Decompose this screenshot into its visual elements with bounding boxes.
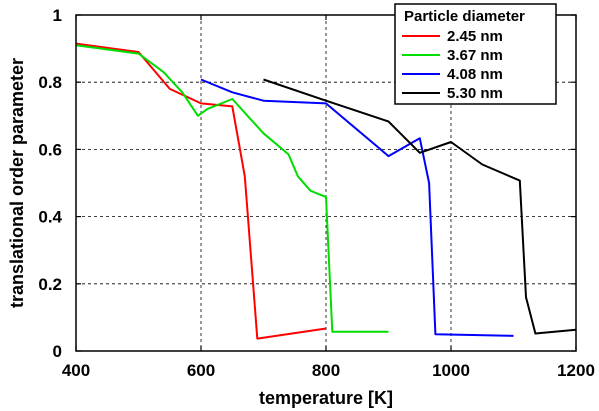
legend-items: 2.45 nm 3.67 nm 4.08 nm 5.30 nm [402,28,503,102]
x-tick-label: 800 [312,361,340,380]
y-tick-label: 0.6 [38,140,62,159]
y-tick-label: 1 [53,6,62,25]
series-line-5-30-nm [263,78,577,335]
y-tick-label: 0.8 [38,73,62,92]
legend-label: 3.67 nm [447,47,503,64]
y-tick-label: 0.2 [38,275,62,294]
legend: Particle diameter 2.45 nm 3.67 nm 4.08 nm 5… [394,3,557,105]
legend-label: 4.08 nm [447,66,503,83]
y-axis-label: translational order parameter [7,58,27,308]
legend-label: 5.30 nm [447,85,503,102]
series-line-3-67-nm [75,44,389,333]
legend-title: Particle diameter [404,8,525,25]
x-axis-ticks: 400 600 800 1000 1200 [62,15,595,380]
y-axis-ticks: 0 0.2 0.4 0.6 0.8 1 [38,6,576,361]
series-layer [75,42,577,340]
x-tick-label: 1200 [557,361,595,380]
x-tick-label: 600 [187,361,215,380]
series-line-4-08-nm [200,78,514,337]
x-tick-label: 400 [62,361,90,380]
x-axis-label: temperature [K] [259,388,393,408]
legend-label: 2.45 nm [447,28,503,45]
x-tick-label: 1000 [432,361,470,380]
y-tick-label: 0 [53,342,62,361]
y-tick-label: 0.4 [38,208,62,227]
